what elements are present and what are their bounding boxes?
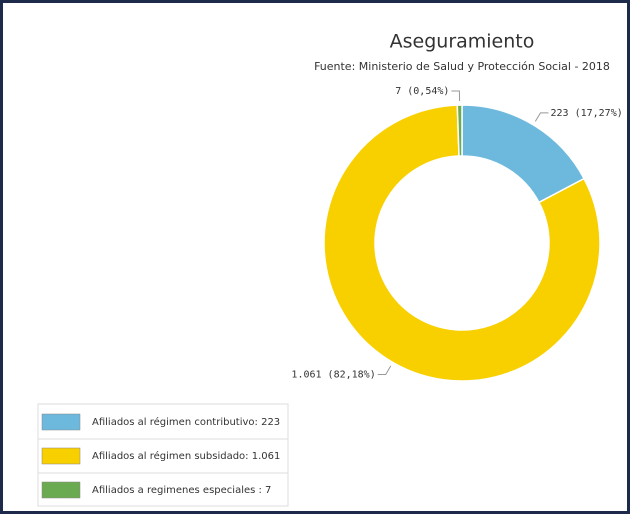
leader-line bbox=[377, 365, 392, 375]
donut-slice bbox=[456, 104, 463, 157]
legend-swatch bbox=[41, 413, 81, 431]
data-label: 223 (17,27%) bbox=[550, 108, 622, 119]
legend-label: Afiliados al régimen subsidado: 1.061 bbox=[92, 450, 280, 462]
donut-slice bbox=[323, 104, 601, 382]
legend-label: Afiliados al régimen contributivo: 223 bbox=[92, 416, 280, 428]
leader-line bbox=[534, 112, 549, 122]
legend-swatch bbox=[41, 481, 81, 499]
data-label: 7 (0,54%) bbox=[395, 86, 449, 97]
legend-swatch bbox=[41, 447, 81, 465]
chart-subtitle: Fuente: Ministerio de Salud y Protección… bbox=[314, 60, 610, 73]
legend-label: Afiliados a regimenes especiales : 7 bbox=[92, 485, 271, 496]
chart-title: Aseguramiento bbox=[390, 31, 535, 53]
leader-line bbox=[451, 90, 461, 102]
data-label: 1.061 (82,18%) bbox=[291, 369, 375, 380]
